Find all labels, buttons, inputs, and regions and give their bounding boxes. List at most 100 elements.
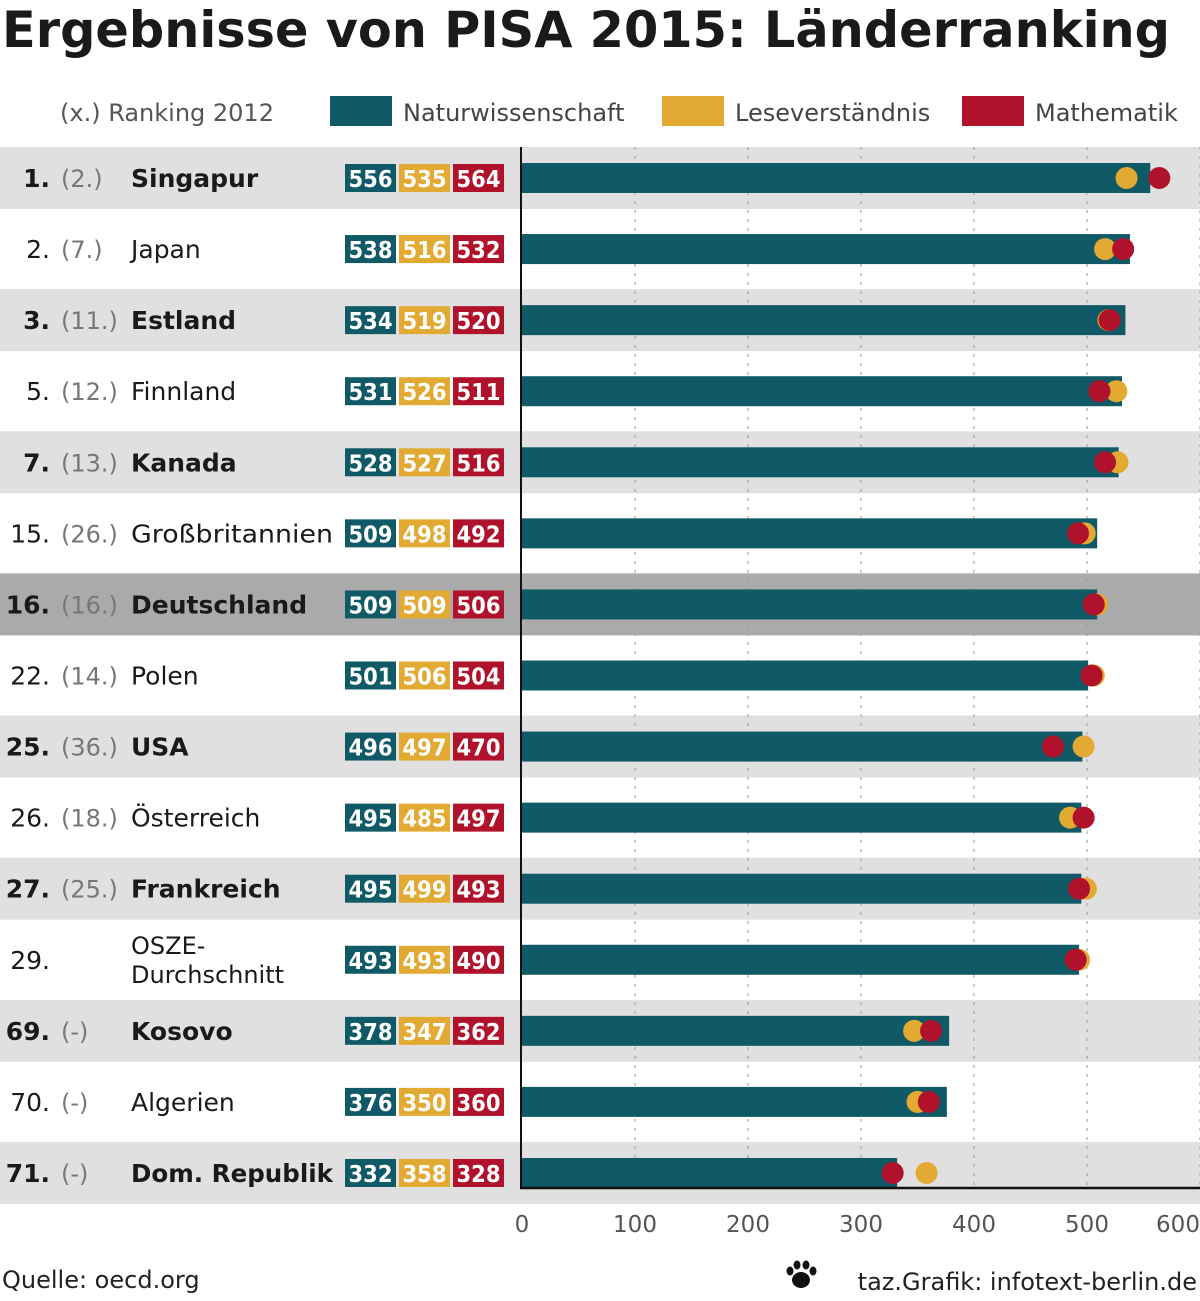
value-label: 538 [349,238,393,264]
value-label: 504 [457,664,501,690]
dot-reading [1105,380,1128,403]
dot-math [1080,664,1103,687]
bar-science [522,305,1126,336]
country-name: Österreich [131,804,260,833]
dot-math [1068,877,1091,900]
x-tick-label: 600 [1156,1212,1200,1238]
rank-2015: 7. [23,448,50,477]
dot-math [1112,238,1135,261]
value-label: 496 [349,736,393,762]
value-label: 501 [349,664,393,690]
value-label: 506 [403,664,447,690]
value-box-science [345,164,396,192]
dot-math [881,1161,904,1184]
bar-science [522,376,1123,407]
bar-science [522,944,1080,975]
rank-2012: (-) [61,1018,88,1046]
country-name: OSZE-Durchschnitt [131,932,284,989]
legend: (x.) Ranking 2012 Naturwissenschaft Leseve… [60,96,1178,127]
value-label: 376 [349,1091,393,1117]
rank-2015: 70. [10,1088,50,1117]
rank-2012: (-) [61,1160,88,1188]
dot-math [1094,451,1117,474]
value-label: 509 [349,522,393,548]
country-name-line: Durchschnitt [131,961,284,989]
bar-science [522,589,1098,620]
country-name: Deutschland [131,590,307,619]
value-box-science [345,590,396,619]
value-label: 499 [403,878,447,904]
source-text: Quelle: oecd.org [2,1266,200,1294]
value-box-math [453,448,504,477]
value-label: 362 [457,1020,501,1046]
value-box-science [345,945,396,974]
value-box-science [345,732,396,761]
rank-2012: (2.) [61,165,103,193]
x-tick-label: 400 [952,1212,996,1238]
bar-science [522,1157,898,1188]
rank-2012: (36.) [61,734,118,762]
value-label: 516 [403,238,447,264]
country-name: Kanada [131,448,237,477]
table-row: 25. (36.) USA 496 497 470 [6,732,504,762]
value-label: 493 [403,949,447,975]
value-box-reading [399,732,450,761]
table-row: 7. (13.) Kanada 528 527 516 [23,448,504,477]
value-label: 535 [403,167,447,193]
table-row: 69. (-) Kosovo 378 347 362 [6,1017,504,1046]
rank-2012: (25.) [61,876,118,904]
value-box-math [453,1158,504,1187]
value-box-reading [399,519,450,548]
value-box-reading [399,874,450,903]
legend-swatch-0 [330,96,392,126]
value-label: 493 [457,878,501,904]
rank-2015: 69. [6,1017,50,1046]
value-label: 350 [403,1091,447,1117]
value-label: 360 [457,1091,501,1117]
value-box-math [453,732,504,761]
value-box-science [345,803,396,832]
x-tick-label: 100 [613,1212,657,1238]
value-box-science [345,1087,396,1116]
dot-math [1064,948,1087,971]
legend-ranking-note: (x.) Ranking 2012 [60,99,274,127]
table-row: 2. (7.) Japan 538 516 532 [26,235,504,264]
value-box-reading [399,1087,450,1116]
rank-2015: 3. [23,306,50,335]
value-label: 519 [403,309,447,335]
rank-2012: (13.) [61,449,118,477]
value-box-math [453,306,504,335]
bar-science [522,518,1098,549]
rank-2012: (-) [61,1089,88,1117]
dot-math [1098,309,1121,332]
value-label: 495 [349,807,393,833]
country-name: USA [131,733,189,762]
rank-2015: 25. [6,733,50,762]
value-box-math [453,164,504,192]
rank-2012: (12.) [61,378,118,406]
value-label: 509 [403,593,447,619]
bar-science [522,1086,947,1117]
rank-2015: 29. [10,946,50,975]
value-box-science [345,1158,396,1187]
value-label: 532 [457,238,501,264]
legend-swatch-1 [662,96,724,126]
value-label: 556 [349,167,393,193]
rank-2015: 15. [10,519,50,548]
dot-reading [915,1161,938,1184]
rank-2012: (16.) [61,591,118,619]
value-label: 520 [457,309,501,335]
bar-science [522,660,1089,691]
dot-math [920,1019,943,1042]
value-label: 531 [349,380,393,406]
table-row: 70. (-) Algerien 376 350 360 [10,1087,504,1117]
table-row: 71. (-) Dom. Republik 332 358 328 [6,1158,504,1188]
bar-science [522,873,1082,904]
rank-2015: 22. [10,661,50,690]
rank-2015: 27. [6,875,50,904]
value-box-math [453,874,504,903]
value-label: 497 [403,736,447,762]
legend-label: Mathematik [1035,99,1178,127]
country-name: Algerien [131,1088,235,1117]
